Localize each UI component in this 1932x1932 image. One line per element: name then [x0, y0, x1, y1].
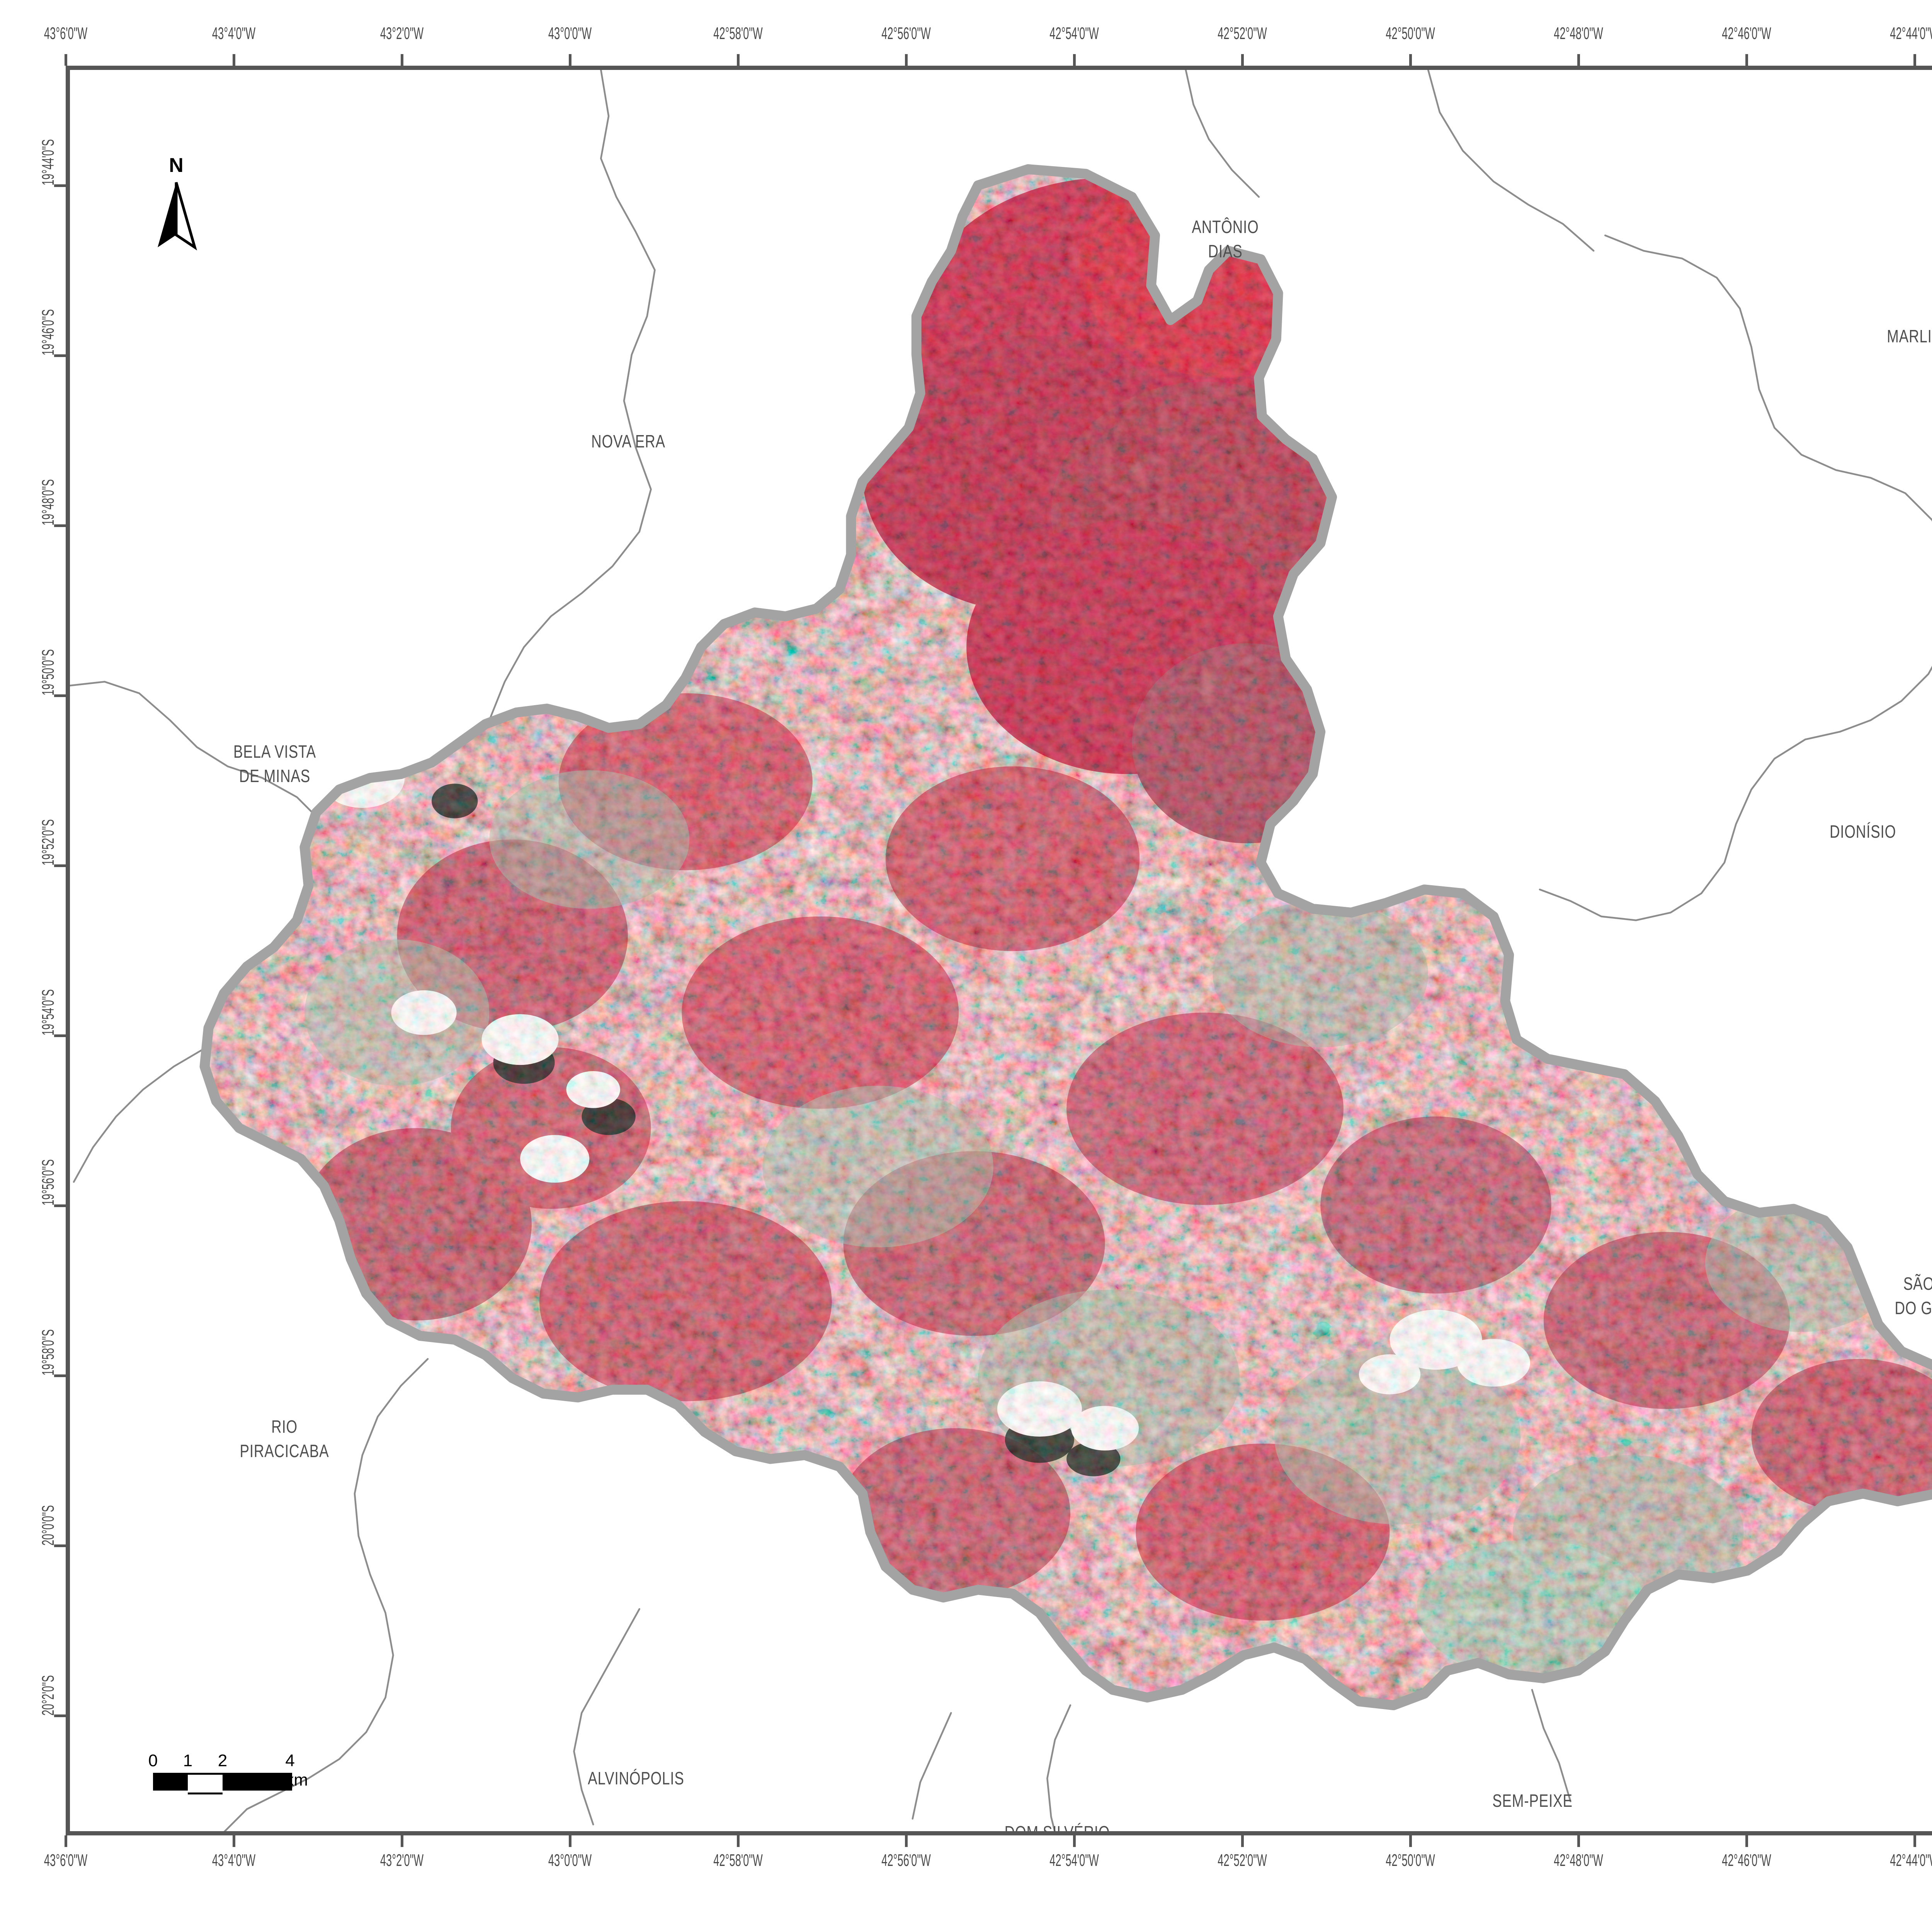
- latitude-label: 20°2'0"S: [39, 1675, 58, 1716]
- longitude-label: 43°2'0"W: [380, 1851, 423, 1870]
- longitude-label: 42°58'0"W: [713, 1851, 762, 1870]
- latitude-label: 20°0'0"S: [39, 1505, 58, 1546]
- map-place-label: SEM-PEIXE: [1492, 1789, 1573, 1813]
- graticule-tick: [54, 524, 66, 527]
- graticule-tick: [1241, 1835, 1244, 1847]
- graticule-tick: [1241, 54, 1244, 66]
- graticule-tick: [1577, 54, 1580, 66]
- graticule-tick: [65, 54, 67, 66]
- latitude-label: 19°58'0"S: [39, 1329, 58, 1376]
- graticule-tick: [54, 184, 66, 187]
- map-place-label: MARLIÉRIA: [1887, 324, 1932, 349]
- graticule-tick: [401, 54, 403, 66]
- graticule-tick: [54, 1714, 66, 1717]
- longitude-label: 43°4'0"W: [212, 24, 255, 43]
- graticule-tick: [54, 694, 66, 697]
- scale-bar-tick-label: 1: [183, 1751, 192, 1770]
- graticule-tick: [737, 54, 740, 66]
- graticule-tick: [1745, 1835, 1748, 1847]
- graticule-tick: [1577, 1835, 1580, 1847]
- longitude-label: 42°52'0"W: [1218, 24, 1267, 43]
- longitude-label: 43°2'0"W: [380, 24, 423, 43]
- scale-bar-graphic: [153, 1773, 292, 1791]
- map-place-label: DOM SILVÉRIO: [1005, 1820, 1110, 1835]
- graticule-tick: [54, 1374, 66, 1377]
- graticule-tick: [54, 1034, 66, 1037]
- longitude-label: 43°6'0"W: [44, 1851, 87, 1870]
- longitude-label: 42°56'0"W: [881, 1851, 930, 1870]
- longitude-label: 42°52'0"W: [1218, 1851, 1267, 1870]
- longitude-label: 42°50'0"W: [1386, 1851, 1435, 1870]
- graticule-tick: [54, 354, 66, 357]
- longitude-label: 42°50'0"W: [1386, 24, 1435, 43]
- graticule-tick: [569, 1835, 571, 1847]
- longitude-label: 43°6'0"W: [44, 24, 87, 43]
- map-place-label: ALVINÓPOLIS: [588, 1766, 684, 1791]
- latitude-label: 19°48'0"S: [39, 479, 58, 526]
- map-place-label: DIONÍSIO: [1830, 820, 1896, 844]
- graticule-tick: [1073, 1835, 1076, 1847]
- scale-bar-tick-label: 2: [218, 1751, 227, 1770]
- north-arrow: N: [153, 157, 199, 250]
- graticule-tick: [233, 1835, 235, 1847]
- longitude-label: 43°4'0"W: [212, 1851, 255, 1870]
- graticule-tick: [65, 1835, 67, 1847]
- longitude-label: 43°0'0"W: [548, 1851, 592, 1870]
- longitude-label: 42°48'0"W: [1554, 24, 1603, 43]
- latitude-label: 19°56'0"S: [39, 1159, 58, 1206]
- graticule-tick: [54, 1544, 66, 1547]
- map-place-label: NOVA ERA: [591, 429, 665, 454]
- latitude-label: 19°54'0"S: [39, 989, 58, 1036]
- latitude-label: 19°46'0"S: [39, 309, 58, 355]
- graticule-tick: [54, 864, 66, 867]
- longitude-label: 42°46'0"W: [1722, 1851, 1771, 1870]
- longitude-label: 42°58'0"W: [713, 24, 762, 43]
- longitude-label: 42°56'0"W: [881, 24, 930, 43]
- north-arrow-label: N: [169, 154, 184, 177]
- graticule-tick: [1913, 1835, 1916, 1847]
- graticule-tick: [905, 54, 908, 66]
- longitude-label: 42°46'0"W: [1722, 24, 1771, 43]
- latitude-label: 19°44'0"S: [39, 139, 58, 185]
- graticule-tick: [1073, 54, 1076, 66]
- graticule-tick: [569, 54, 571, 66]
- graticule-tick: [1913, 54, 1916, 66]
- graticule-tick: [737, 1835, 740, 1847]
- graticule-tick: [401, 1835, 403, 1847]
- longitude-label: 43°0'0"W: [548, 24, 592, 43]
- graticule-tick: [1409, 1835, 1412, 1847]
- longitude-label: 42°54'0"W: [1049, 24, 1099, 43]
- graticule-tick: [905, 1835, 908, 1847]
- graticule-tick: [1409, 54, 1412, 66]
- satellite-map-canvas: [70, 70, 1932, 1832]
- graticule-tick: [1745, 54, 1748, 66]
- longitude-label: 42°44'0"W: [1890, 1851, 1932, 1870]
- scale-bar-tick-label: 0: [148, 1751, 158, 1770]
- map-place-label: SÃO JOSÉDO GOIABAL: [1895, 1272, 1932, 1321]
- graticule-tick: [233, 54, 235, 66]
- longitude-label: 42°48'0"W: [1554, 1851, 1603, 1870]
- latitude-label: 19°52'0"S: [39, 819, 58, 866]
- graticule-tick: [54, 1204, 66, 1207]
- latitude-label: 19°50'0"S: [39, 649, 58, 696]
- longitude-label: 42°54'0"W: [1049, 1851, 1099, 1870]
- longitude-label: 42°44'0"W: [1890, 24, 1932, 43]
